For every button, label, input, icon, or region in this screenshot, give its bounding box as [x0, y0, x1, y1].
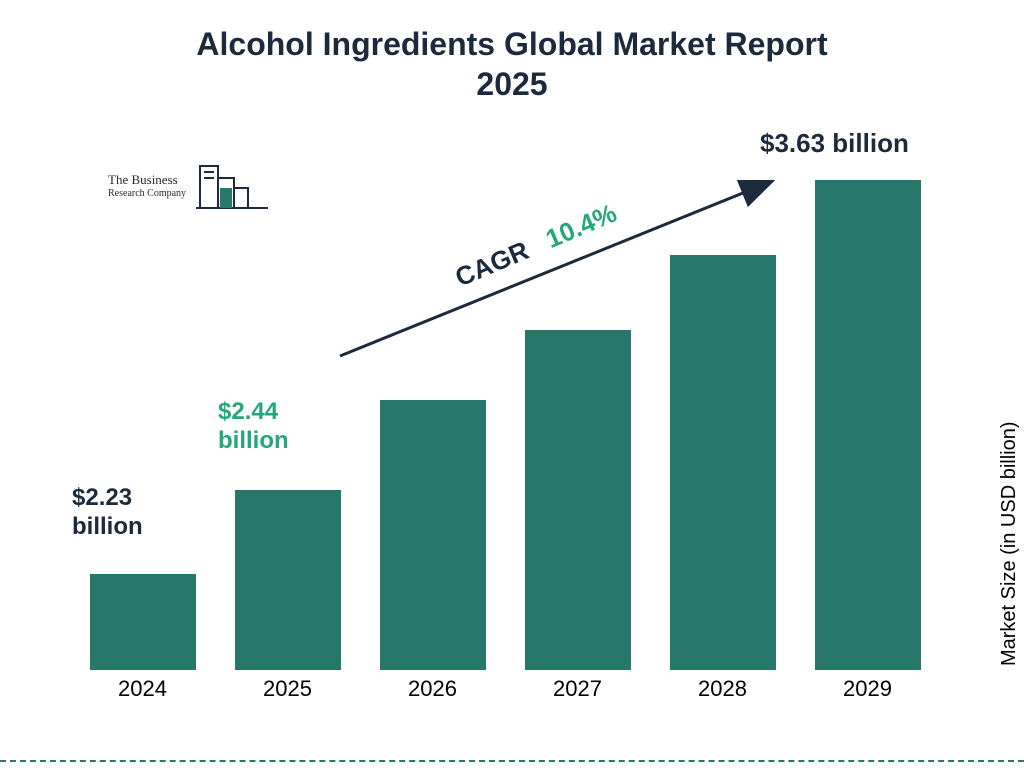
bar-value-label: $2.44billion: [218, 398, 289, 456]
x-axis-label: 2026: [360, 676, 505, 702]
title-line1: Alcohol Ingredients Global Market Report: [0, 24, 1024, 64]
bar-wrap: [70, 574, 215, 670]
bar: [525, 330, 631, 670]
x-axis-label: 2025: [215, 676, 360, 702]
title-line2: 2025: [0, 64, 1024, 104]
x-axis-label: 2024: [70, 676, 215, 702]
bar-wrap: [215, 490, 360, 670]
chart-title: Alcohol Ingredients Global Market Report…: [0, 0, 1024, 104]
y-axis-label: Market Size (in USD billion): [999, 422, 1022, 667]
bar-wrap: [360, 400, 505, 670]
bar: [815, 180, 921, 670]
bar: [380, 400, 486, 670]
bottom-dashed-divider: [0, 760, 1024, 762]
bar-wrap: [505, 330, 650, 670]
cagr-arrow-group: CAGR 10.4%: [330, 180, 830, 380]
bar: [90, 574, 196, 670]
x-axis-label: 2027: [505, 676, 650, 702]
bar-value-label: $2.23billion: [72, 484, 143, 542]
x-axis-label: 2029: [795, 676, 940, 702]
bar: [235, 490, 341, 670]
bar-value-label: $3.63 billion: [760, 128, 909, 159]
x-axis-labels: 202420252026202720282029: [70, 676, 940, 702]
x-axis-label: 2028: [650, 676, 795, 702]
